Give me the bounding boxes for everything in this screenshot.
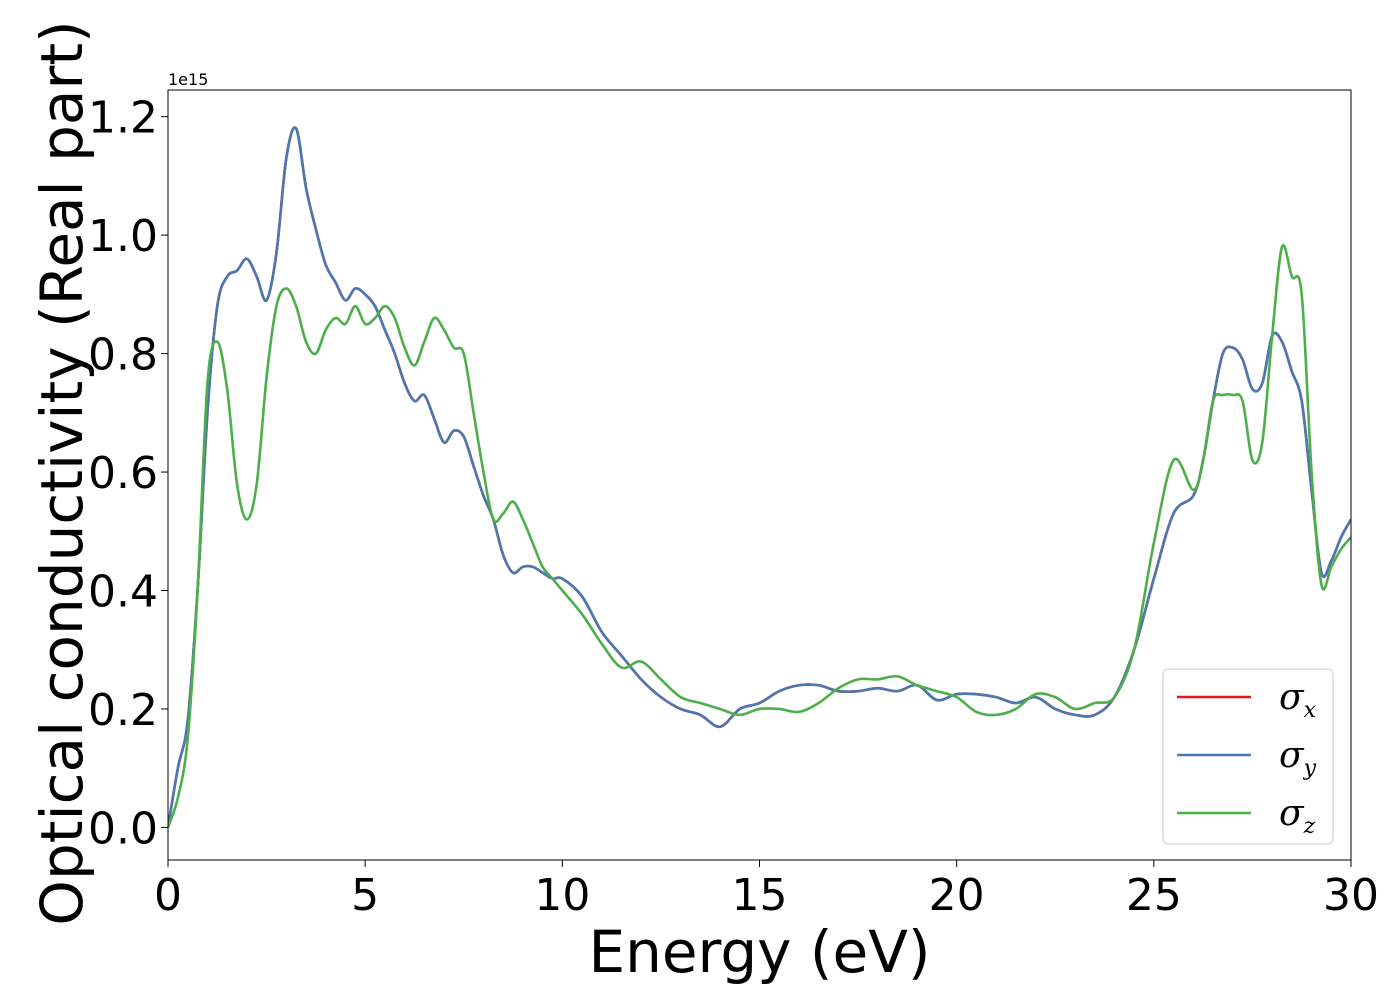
y-tick-label: 1.0	[88, 211, 158, 262]
legend-label-sigma-x: σx	[1279, 677, 1317, 723]
y-tick-label: 0.6	[88, 448, 158, 499]
legend-box	[1162, 668, 1334, 845]
legend: σx σy σz	[1162, 668, 1334, 845]
legend-label-sigma-z: σz	[1279, 793, 1316, 839]
y-tick-label: 0.2	[88, 685, 158, 736]
x-tick-label: 10	[534, 870, 590, 921]
y-tick-label: 1.2	[88, 93, 158, 144]
y-axis-ticks: 0.0 0.2 0.4 0.6 0.8 1.0 1.2	[88, 93, 168, 854]
x-tick-label: 20	[929, 870, 985, 921]
x-tick-label: 15	[732, 870, 788, 921]
x-tick-label: 25	[1126, 870, 1182, 921]
y-tick-label: 0.8	[88, 330, 158, 381]
y-tick-label: 0.4	[88, 567, 158, 618]
x-tick-label: 5	[351, 870, 379, 921]
x-tick-label: 30	[1323, 870, 1379, 921]
series-layer	[168, 126, 1351, 828]
series-line-sigma-z	[168, 243, 1351, 828]
y-tick-label: 0.0	[88, 803, 158, 854]
x-tick-label: 0	[154, 870, 182, 921]
x-axis-ticks: 0 5 10 15 20 25 30	[154, 860, 1379, 921]
y-axis-title: Optical conductivity (Real part)	[28, 20, 96, 925]
legend-label-sigma-y: σy	[1279, 735, 1317, 781]
y-axis-offset-label: 1e15	[168, 70, 208, 89]
x-axis-title: Energy (eV)	[588, 918, 930, 986]
